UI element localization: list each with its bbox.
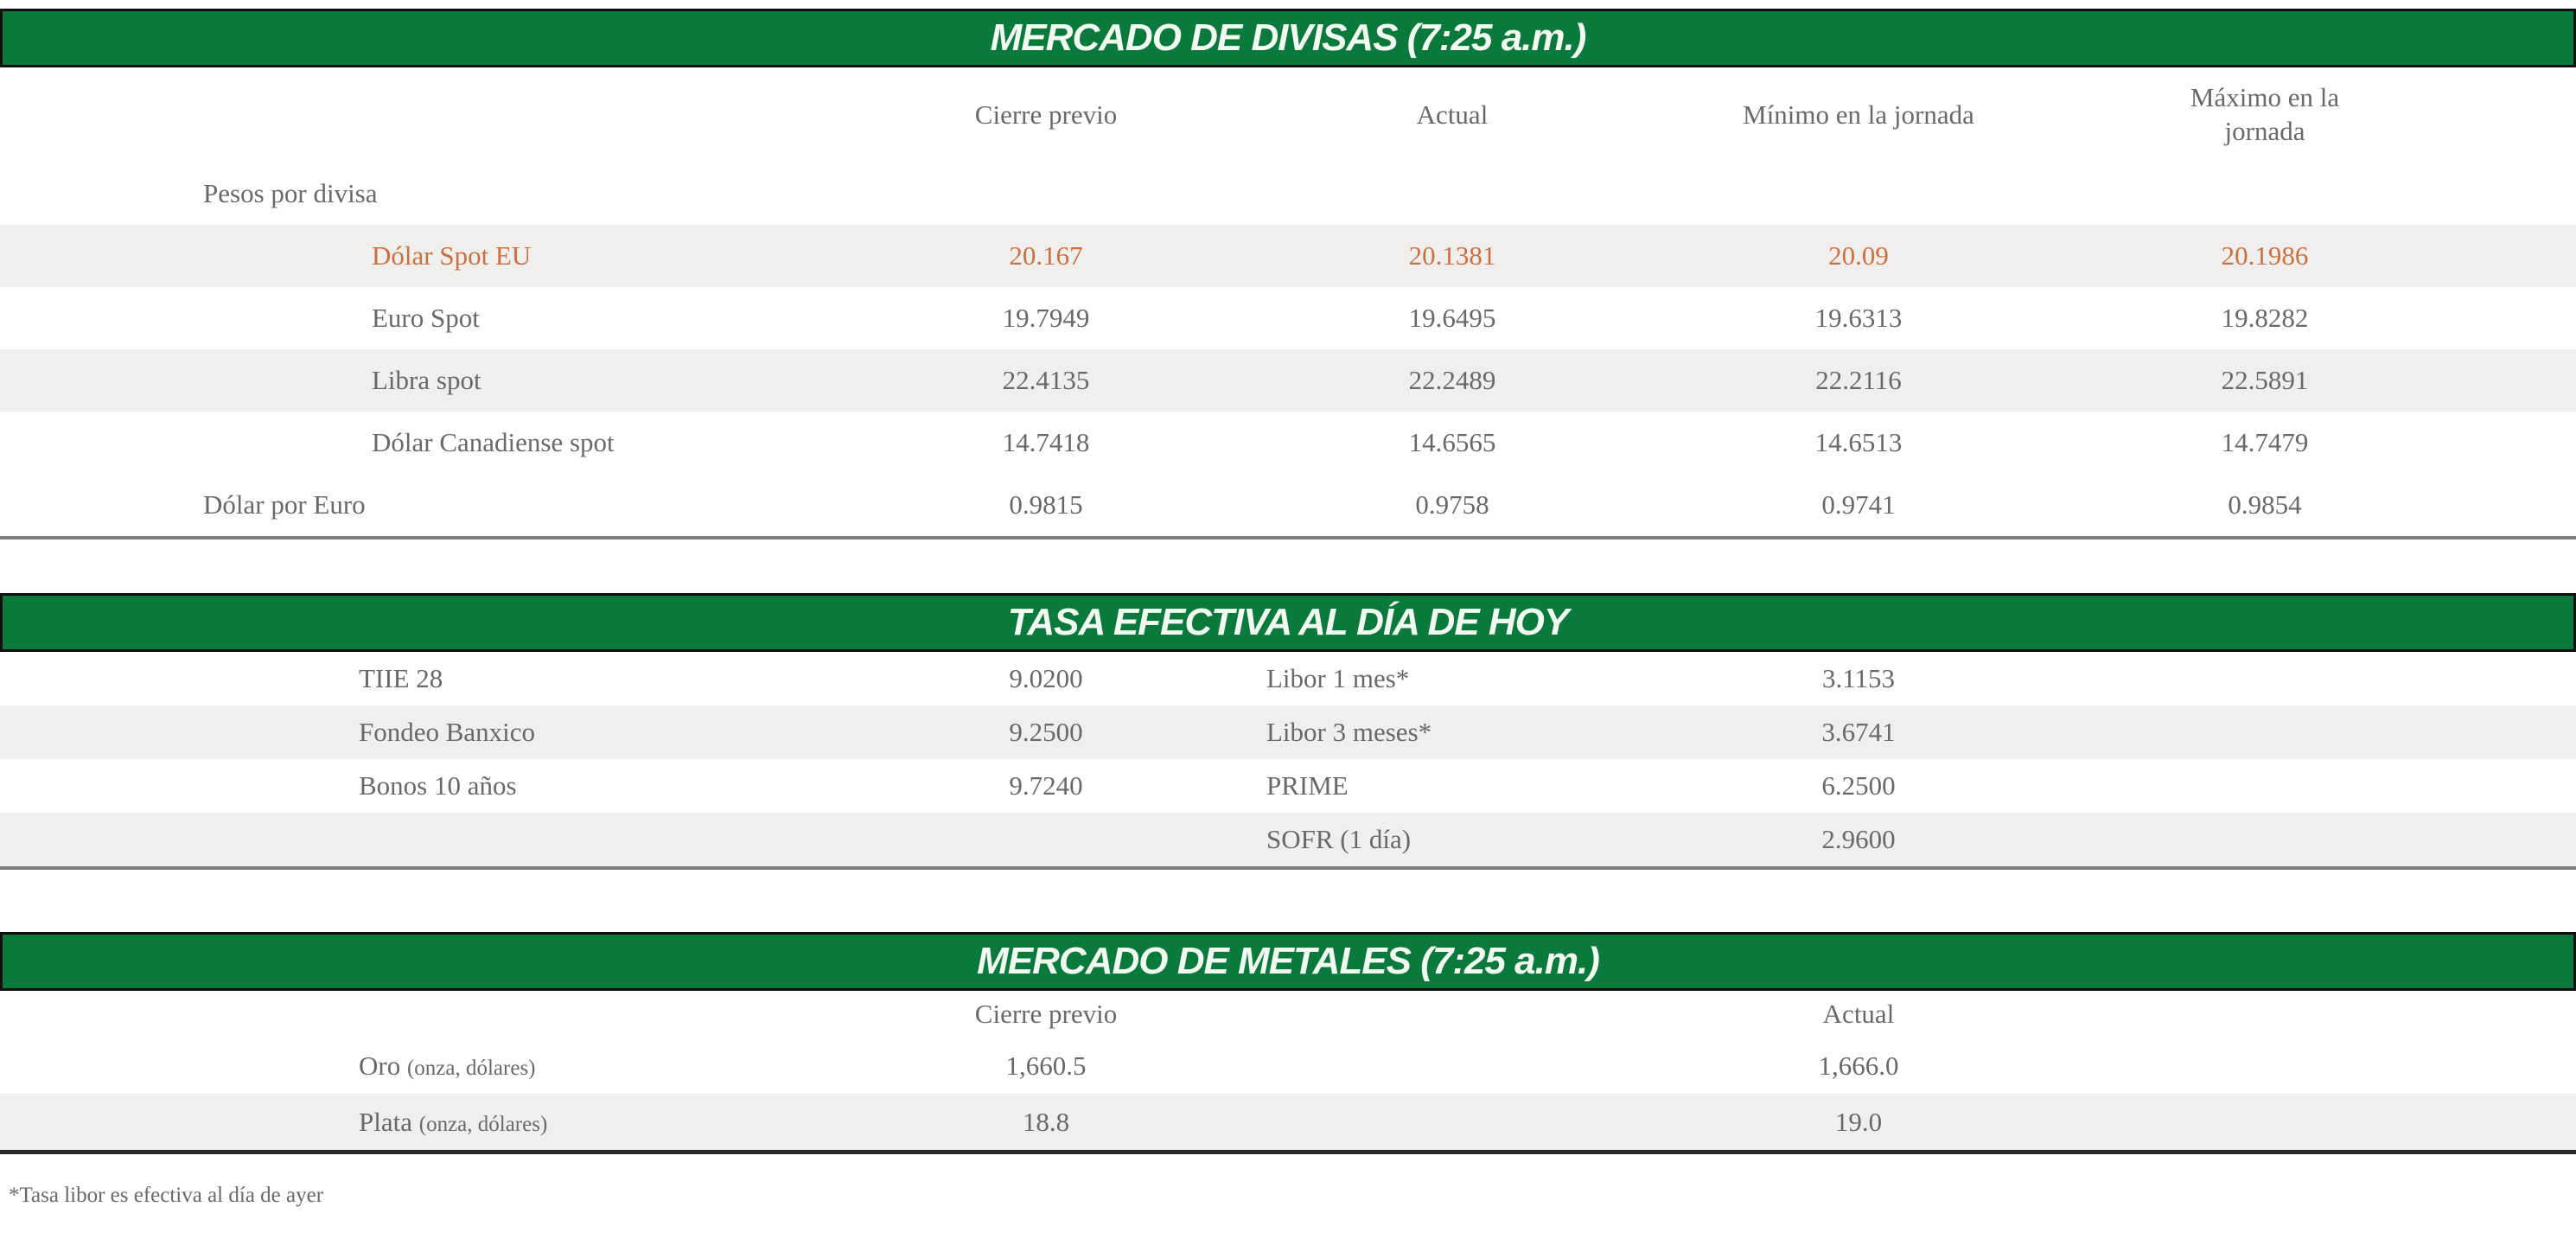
value-actual: 1,666.0 — [1818, 1050, 1899, 1081]
row-label-right: Libor 3 meses* — [1266, 717, 1432, 747]
header-actual: Actual — [1416, 99, 1489, 130]
divisas-header-row: Cierre previo Actual Mínimo en la jornad… — [0, 67, 2576, 163]
value-cierre-previo: 20.167 — [1009, 240, 1083, 271]
value-minimo: 0.9741 — [1821, 489, 1896, 520]
value-right: 2.9600 — [1821, 824, 1896, 854]
metal-unit-note: (onza, dólares) — [406, 1056, 536, 1080]
table-row-tiie28-libor1: TIIE 28 9.0200 Libor 1 mes* 3.1153 — [0, 652, 2576, 706]
table-row-libra-spot: Libra spot 22.4135 22.2489 22.2116 22.58… — [0, 349, 2576, 412]
value-maximo: 22.5891 — [2221, 365, 2309, 395]
value-left: 9.0200 — [1009, 663, 1083, 693]
value-right: 3.1153 — [1821, 663, 1896, 693]
table-row-dolar-canadiense: Dólar Canadiense spot 14.7418 14.6565 14… — [0, 412, 2576, 474]
header-actual: Actual — [1822, 999, 1895, 1029]
table-row-fondeo-libor3: Fondeo Banxico 9.2500 Libor 3 meses* 3.6… — [0, 706, 2576, 759]
table-row-plata: Plata (onza, dólares) 18.8 19.0 — [0, 1094, 2576, 1150]
divisas-title: MERCADO DE DIVISAS (7:25 a.m.) — [990, 16, 1587, 59]
value-minimo: 20.09 — [1828, 240, 1889, 271]
row-label: Dólar Canadiense spot — [372, 427, 615, 457]
value-cierre-previo: 19.7949 — [1002, 303, 1090, 333]
header-maximo-jornada: Máximo en la jornada — [2190, 82, 2340, 146]
value-cierre-previo: 14.7418 — [1002, 427, 1090, 457]
row-label-left: Fondeo Banxico — [359, 717, 536, 747]
value-actual: 22.2489 — [1408, 365, 1496, 395]
metales-header-row: Cierre previo Actual — [0, 991, 2576, 1038]
tasas-title-bar: TASA EFECTIVA AL DÍA DE HOY — [0, 593, 2576, 652]
divisas-title-bar: MERCADO DE DIVISAS (7:25 a.m.) — [0, 9, 2576, 67]
row-label-right: Libor 1 mes* — [1266, 663, 1410, 693]
row-label-left: Bonos 10 años — [359, 770, 517, 801]
table-row-bonos-prime: Bonos 10 años 9.7240 PRIME 6.2500 — [0, 759, 2576, 813]
header-minimo-jornada: Mínimo en la jornada — [1743, 99, 1974, 130]
value-maximo: 20.1986 — [2221, 240, 2309, 271]
group-label: Pesos por divisa — [203, 178, 378, 208]
value-actual: 0.9758 — [1415, 489, 1489, 520]
row-label: Dólar por Euro — [203, 489, 366, 520]
table-row-euro-spot: Euro Spot 19.7949 19.6495 19.6313 19.828… — [0, 287, 2576, 349]
metal-name: Plata — [359, 1106, 412, 1137]
metales-title: MERCADO DE METALES (7:25 a.m.) — [977, 940, 1600, 982]
tasas-table: TIIE 28 9.0200 Libor 1 mes* 3.1153 Fonde… — [0, 652, 2576, 870]
value-minimo: 22.2116 — [1815, 365, 1902, 395]
value-actual: 19.0 — [1834, 1106, 1883, 1137]
tasas-title: TASA EFECTIVA AL DÍA DE HOY — [1007, 601, 1570, 643]
value-actual: 19.6495 — [1408, 303, 1496, 333]
value-maximo: 14.7479 — [2221, 427, 2309, 457]
row-label: Dólar Spot EU — [372, 240, 532, 271]
metales-table: Cierre previo Actual Oro (onza, dólares)… — [0, 991, 2576, 1154]
table-row-dolar-por-euro: Dólar por Euro 0.9815 0.9758 0.9741 0.98… — [0, 474, 2576, 536]
value-cierre-previo: 0.9815 — [1009, 489, 1083, 520]
value-minimo: 14.6513 — [1814, 427, 1903, 457]
row-label: Plata (onza, dólares) — [0, 1107, 843, 1138]
group-row-pesos-por-divisa: Pesos por divisa — [0, 163, 2576, 225]
table-row-sofr: SOFR (1 día) 2.9600 — [0, 813, 2576, 866]
value-cierre-previo: 22.4135 — [1002, 365, 1090, 395]
value-minimo: 19.6313 — [1814, 303, 1903, 333]
divisas-table: Cierre previo Actual Mínimo en la jornad… — [0, 67, 2576, 540]
row-label: Euro Spot — [372, 303, 480, 333]
libor-footnote: *Tasa libor es efectiva al día de ayer — [9, 1184, 324, 1207]
value-left: 9.7240 — [1009, 770, 1083, 801]
value-right: 6.2500 — [1821, 770, 1896, 801]
row-label: Libra spot — [372, 365, 481, 395]
value-right: 3.6741 — [1821, 717, 1896, 747]
value-left: 9.2500 — [1009, 717, 1083, 747]
metal-unit-note: (onza, dólares) — [418, 1112, 548, 1136]
row-label-right: SOFR (1 día) — [1266, 824, 1412, 854]
table-row-dolar-spot-eu: Dólar Spot EU 20.167 20.1381 20.09 20.19… — [0, 225, 2576, 287]
table-row-oro: Oro (onza, dólares) 1,660.5 1,666.0 — [0, 1038, 2576, 1094]
value-actual: 14.6565 — [1408, 427, 1496, 457]
value-cierre-previo: 18.8 — [1022, 1106, 1070, 1137]
header-cierre-previo: Cierre previo — [974, 99, 1118, 130]
metales-title-bar: MERCADO DE METALES (7:25 a.m.) — [0, 932, 2576, 991]
value-cierre-previo: 1,660.5 — [1005, 1050, 1087, 1081]
row-label-right: PRIME — [1266, 770, 1349, 801]
value-maximo: 0.9854 — [2228, 489, 2302, 520]
row-label: Oro (onza, dólares) — [0, 1050, 843, 1082]
row-label-left: TIIE 28 — [359, 663, 443, 693]
value-actual: 20.1381 — [1408, 240, 1496, 271]
value-maximo: 19.8282 — [2221, 303, 2309, 333]
metal-name: Oro — [359, 1050, 401, 1081]
header-cierre-previo: Cierre previo — [974, 999, 1118, 1029]
